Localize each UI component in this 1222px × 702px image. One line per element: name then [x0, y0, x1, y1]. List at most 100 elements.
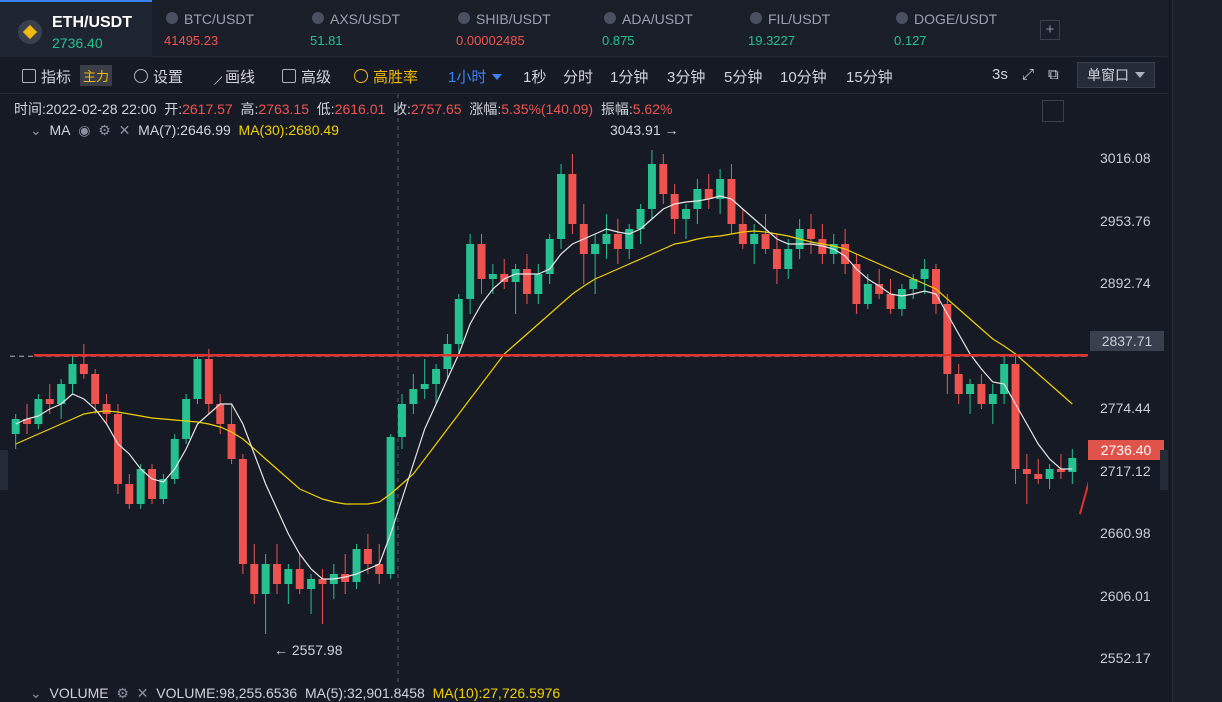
candle-body: [591, 244, 600, 254]
scroll-right-handle[interactable]: [1160, 450, 1168, 490]
popout-icon[interactable]: ⧉: [1048, 66, 1059, 83]
candle-body: [761, 234, 770, 249]
candle-body: [1022, 469, 1031, 474]
open-label: 开:: [164, 101, 183, 117]
pair-name: ETH/USDT: [52, 14, 132, 31]
candle-body: [398, 404, 406, 437]
chevron-down-icon: [492, 74, 503, 80]
interval-1s[interactable]: 1秒: [523, 69, 547, 86]
window-mode-select[interactable]: 单窗口: [1077, 62, 1155, 88]
collapse-icon[interactable]: ⌄: [30, 685, 42, 701]
candle-body: [261, 564, 270, 594]
candle-body: [454, 299, 463, 344]
interval-timeshare[interactable]: 分时: [563, 69, 594, 86]
time-value: 2022-02-28 22:00: [45, 101, 157, 117]
price-tick: 2892.74: [1100, 275, 1151, 291]
price-tick: 2552.17: [1100, 650, 1151, 666]
interval-5m[interactable]: 5分钟: [724, 69, 763, 86]
pair-tab-shib[interactable]: SHIB/USDT 0.00002485: [452, 0, 592, 56]
amplitude-value: 5.62%: [632, 101, 673, 117]
candle-body: [432, 369, 441, 384]
interval-1m[interactable]: 1分钟: [610, 69, 649, 86]
ma7-value: MA(7):2646.99: [138, 122, 231, 138]
pencil-icon: [205, 67, 223, 86]
candle-body: [386, 437, 395, 574]
candle-body: [670, 194, 679, 219]
pair-price: 0.00002485: [456, 33, 525, 48]
pair-price: 2736.40: [52, 35, 103, 51]
axs-coin-icon: [312, 12, 324, 24]
refresh-rate[interactable]: 3s: [992, 66, 1008, 83]
pair-name: DOGE/USDT: [914, 11, 998, 27]
indicator-button[interactable]: 指标: [22, 66, 71, 87]
interval-3m[interactable]: 3分钟: [667, 69, 706, 86]
candle-body: [602, 234, 611, 244]
candle-body: [341, 574, 350, 582]
candle-body: [216, 404, 225, 424]
amplitude-label: 振幅:: [600, 101, 633, 117]
candle-body: [79, 364, 88, 374]
current-price-label: 2736.40: [1088, 440, 1164, 460]
candle-body: [238, 459, 247, 564]
change-label: 涨幅:: [469, 101, 502, 117]
ada-coin-icon: [604, 12, 616, 24]
pair-tab-fil[interactable]: FIL/USDT 19.3227: [744, 0, 884, 56]
candle-body: [45, 399, 54, 404]
close-icon[interactable]: ✕: [118, 122, 131, 138]
candle-body: [1056, 469, 1065, 472]
pair-price: 19.3227: [748, 33, 795, 48]
candle-body: [363, 549, 372, 564]
close-icon[interactable]: ✕: [136, 685, 149, 701]
candle-body: [750, 234, 759, 244]
btc-coin-icon: [166, 12, 178, 24]
eye-icon[interactable]: ◉: [78, 122, 91, 138]
candle-body: [102, 404, 111, 414]
high-label: 高:: [240, 101, 259, 117]
gear-icon: [134, 69, 148, 83]
candle-body: [807, 229, 815, 239]
settings-button[interactable]: 设置: [134, 66, 183, 87]
candle-body: [784, 249, 793, 269]
win-rate-button[interactable]: 高胜率: [354, 66, 418, 87]
candle-body: [148, 469, 156, 499]
fullscreen-icon[interactable]: ⤢: [1022, 66, 1035, 83]
candle-body: [943, 304, 952, 374]
pair-tab-axs[interactable]: AXS/USDT 51.81: [306, 0, 446, 56]
candle-body: [488, 274, 497, 279]
pair-tab-eth[interactable]: ETH/USDT 2736.40: [0, 0, 152, 58]
settings-label: 设置: [153, 69, 184, 86]
scroll-left-handle[interactable]: [0, 450, 8, 490]
price-tick: 2774.44: [1100, 400, 1151, 416]
pair-name: AXS/USDT: [330, 11, 401, 27]
pair-tab-ada[interactable]: ADA/USDT 0.875: [598, 0, 738, 56]
candle-body: [477, 244, 486, 279]
indicator-label: 指标: [41, 69, 72, 86]
interval-select[interactable]: 1小时: [448, 66, 503, 87]
candle-body: [1011, 364, 1020, 469]
gear-icon[interactable]: ⚙: [98, 122, 111, 138]
candle-body: [966, 384, 975, 394]
pair-price: 0.127: [894, 33, 927, 48]
gear-icon[interactable]: ⚙: [116, 685, 129, 701]
draw-button[interactable]: 画线: [205, 66, 255, 87]
volume-name: VOLUME: [49, 685, 109, 701]
eth-coin-icon: [18, 20, 42, 44]
candle-body: [273, 564, 281, 584]
pair-tab-doge[interactable]: DOGE/USDT 0.127: [890, 0, 1030, 56]
candle-body: [1068, 458, 1077, 472]
high-marker-label: 3043.91 →: [610, 122, 679, 138]
candle-body: [977, 384, 986, 404]
interval-15m[interactable]: 15分钟: [846, 69, 893, 86]
candle-body: [91, 374, 100, 404]
candle-body: [1045, 469, 1054, 479]
close-value: 2757.65: [410, 101, 462, 117]
add-pair-button[interactable]: +: [1040, 20, 1060, 40]
interval-10m[interactable]: 10分钟: [780, 69, 827, 86]
candlestick-chart[interactable]: [0, 94, 1088, 682]
candle-body: [909, 279, 918, 289]
pair-tab-btc[interactable]: BTC/USDT 41495.23: [160, 0, 300, 56]
collapse-icon[interactable]: ⌄: [30, 122, 42, 138]
expand-icon[interactable]: [1042, 100, 1064, 122]
advanced-button[interactable]: 高级: [282, 66, 331, 87]
candle-body: [318, 579, 327, 584]
